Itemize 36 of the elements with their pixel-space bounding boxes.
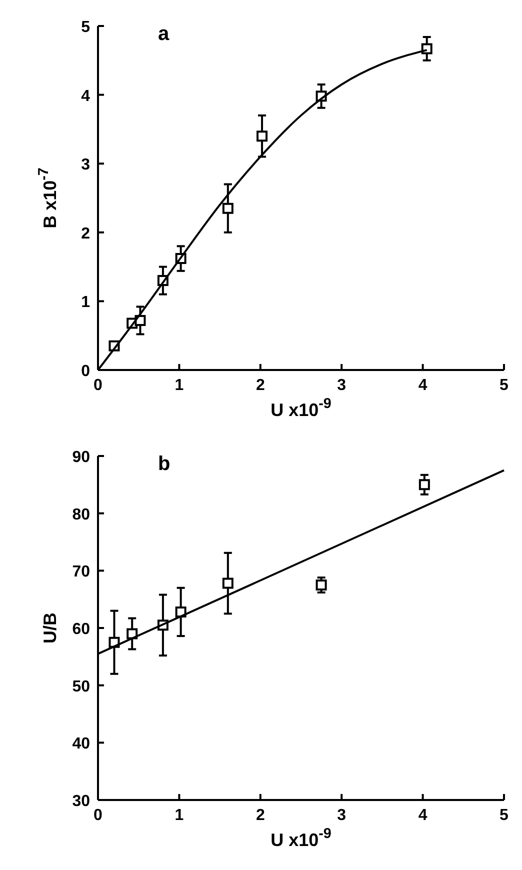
y-tick-label: 70 xyxy=(72,564,90,581)
chart-title: a xyxy=(158,23,170,45)
chart-title: b xyxy=(158,453,170,475)
point xyxy=(418,479,430,490)
x-tick-label: 5 xyxy=(500,377,509,394)
y-tick-label: 90 xyxy=(72,449,90,466)
x-tick-label: 3 xyxy=(337,807,346,824)
x-tick-label: 1 xyxy=(174,377,184,394)
y-tick-label: 2 xyxy=(81,225,90,242)
x-tick-label: 2 xyxy=(256,807,265,824)
y-tick-label: 5 xyxy=(81,19,90,36)
y-tick-label: 1 xyxy=(81,294,90,312)
point xyxy=(222,578,234,589)
x-tick-label: 4 xyxy=(418,807,428,824)
point xyxy=(256,130,268,142)
y-tick-label: 3 xyxy=(81,156,90,174)
y-tick-label: 4 xyxy=(81,88,90,105)
y-tick-label: 80 xyxy=(72,506,90,524)
x-tick-label: 2 xyxy=(256,377,265,394)
y-tick-label: 50 xyxy=(72,678,90,696)
y-tick-label: 0 xyxy=(81,363,90,380)
x-tick-label: 3 xyxy=(337,377,346,394)
point xyxy=(316,580,327,590)
point xyxy=(222,202,234,214)
point xyxy=(126,628,138,640)
x-axis-title: U x10$^{-9}$ xyxy=(270,826,332,850)
y-tick-label: 60 xyxy=(72,621,90,638)
y-tick-label: 40 xyxy=(72,736,90,753)
y-tick-label: 30 xyxy=(72,793,90,810)
x-tick-label: 5 xyxy=(500,807,509,824)
x-axis-title: U x10$^{-9}$ xyxy=(270,396,332,420)
x-tick-label: 0 xyxy=(94,807,103,824)
y-axis-title: U/B xyxy=(40,612,60,644)
x-tick-label: 1 xyxy=(174,807,184,824)
x-tick-label: 0 xyxy=(94,377,103,394)
x-tick-label: 4 xyxy=(418,377,428,394)
